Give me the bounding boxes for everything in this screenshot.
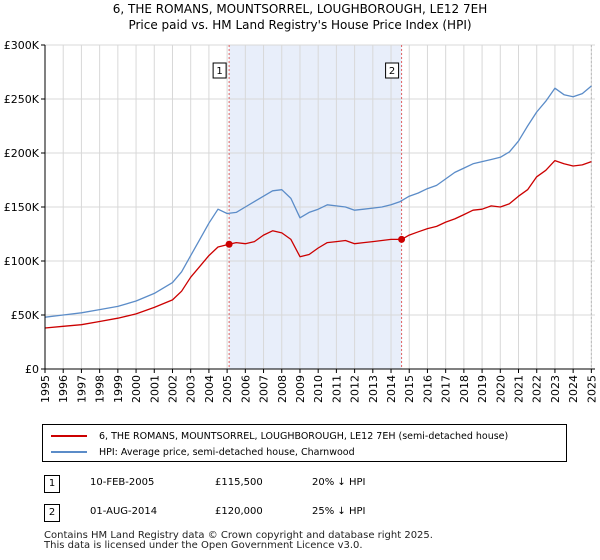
y-tick-label: £50K — [11, 309, 40, 322]
x-tick-label: 2021 — [513, 375, 526, 403]
x-tick-label: 2013 — [367, 375, 380, 403]
x-tick-label: 2003 — [185, 375, 198, 403]
y-tick-label: £100K — [4, 255, 40, 268]
annotation-box — [385, 62, 400, 79]
x-tick-label: 2022 — [531, 375, 544, 403]
x-tick-label: 2015 — [403, 375, 416, 403]
hpi-line — [44, 85, 592, 318]
y-tick-label: £300K — [4, 39, 40, 52]
x-tick-label: 2025 — [585, 375, 598, 403]
chart-title-line2: Price paid vs. HM Land Registry's House … — [128, 18, 472, 32]
x-tick-label: 1997 — [75, 375, 88, 403]
sale-point — [398, 235, 406, 243]
x-tick-label: 2001 — [148, 375, 161, 403]
legend-swatch-red — [51, 435, 87, 437]
x-tick-label: 2011 — [330, 375, 343, 403]
x-tick-label: 2004 — [203, 375, 216, 403]
transaction-date: 01-AUG-2014 — [90, 506, 158, 517]
x-tick-label: 2008 — [276, 375, 289, 403]
x-tick-label: 2016 — [421, 375, 434, 403]
legend-label-property: 6, THE ROMANS, MOUNTSORREL, LOUGHBOROUGH… — [99, 430, 509, 442]
annotation-label: 2 — [389, 66, 395, 77]
chart-legend: 6, THE ROMANS, MOUNTSORREL, LOUGHBOROUGH… — [42, 424, 567, 462]
legend-label-hpi: HPI: Average price, semi-detached house,… — [99, 446, 355, 458]
price-chart: 1 2 £0 £50K £100K £150K £200K £250K £300K 1995 199… — [4, 39, 599, 403]
sale-point — [225, 240, 233, 248]
chart-title-line1: 6, THE ROMANS, MOUNTSORREL, LOUGHBOROUGH… — [112, 2, 488, 16]
x-tick-label: 2014 — [385, 375, 398, 403]
x-tick-label: 1996 — [57, 375, 70, 403]
x-tick-label: 2006 — [239, 375, 252, 403]
x-tick-label: 1995 — [39, 375, 52, 403]
legend-item-property: 6, THE ROMANS, MOUNTSORREL, LOUGHBOROUGH… — [51, 429, 508, 443]
x-tick-label: 2023 — [549, 375, 562, 403]
y-tick-label: £200K — [4, 147, 40, 160]
transaction-badge: 2 — [44, 504, 60, 522]
x-tick-label: 2007 — [258, 375, 271, 403]
transaction-price: £120,000 — [215, 506, 263, 517]
x-tick-label: 2010 — [312, 375, 325, 403]
x-tick-label: 1999 — [112, 375, 125, 403]
property-price-line — [44, 159, 592, 329]
x-tick-label: 2009 — [294, 375, 307, 403]
x-tick-label: 2002 — [166, 375, 179, 403]
x-tick-label: 2000 — [130, 375, 143, 403]
y-tick-label: £250K — [4, 93, 40, 106]
x-tick-label: 2012 — [349, 375, 362, 403]
footer-line1: Contains HM Land Registry data © Crown c… — [44, 530, 433, 541]
x-tick-label: 2018 — [458, 375, 471, 403]
x-tick-label: 2020 — [494, 375, 507, 403]
x-tick-label: 2019 — [476, 375, 489, 403]
annotation-label: 1 — [216, 66, 222, 77]
x-tick-label: 2024 — [567, 375, 580, 403]
x-tick-label: 2017 — [440, 375, 453, 403]
transaction-price: £115,500 — [215, 477, 263, 488]
legend-item-hpi: HPI: Average price, semi-detached house,… — [51, 445, 355, 459]
transaction-badge: 1 — [44, 475, 60, 493]
transaction-hpi-diff: 20% ↓ HPI — [312, 477, 366, 488]
x-tick-label: 1998 — [94, 375, 107, 403]
footer-attribution: Contains HM Land Registry data © Crown c… — [44, 531, 433, 551]
annotation-box — [212, 62, 227, 79]
x-tick-label: 2005 — [221, 375, 234, 403]
legend-swatch-blue — [51, 451, 87, 453]
transaction-hpi-diff: 25% ↓ HPI — [312, 506, 366, 517]
y-tick-label: £150K — [4, 201, 40, 214]
y-tick-label: £0 — [25, 363, 39, 376]
transaction-date: 10-FEB-2005 — [90, 477, 155, 488]
footer-line2: This data is licensed under the Open Gov… — [44, 540, 363, 551]
